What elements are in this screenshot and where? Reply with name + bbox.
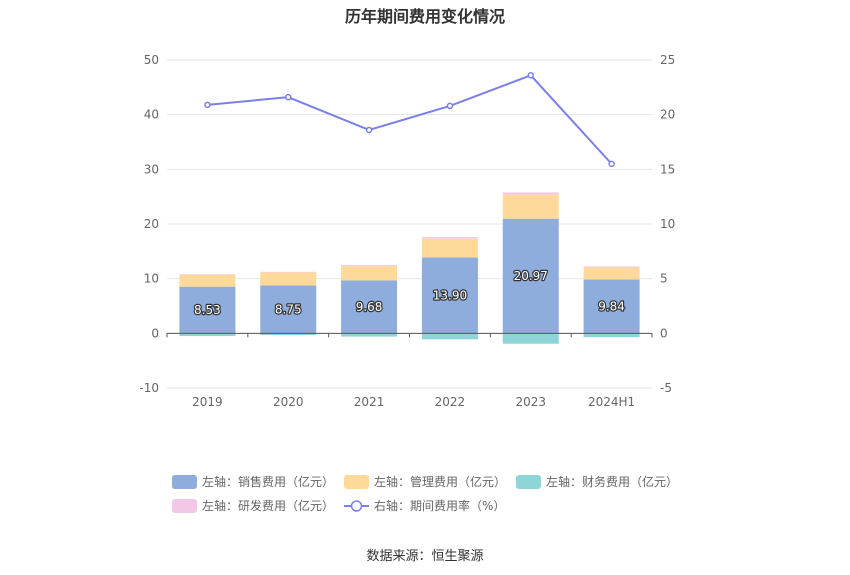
bar-series <box>179 192 640 344</box>
bar-data-label: 20.97 <box>514 269 548 283</box>
right-axis-tick-label: 25 <box>660 53 675 67</box>
bar-segment <box>179 274 236 287</box>
bar-segment <box>260 333 317 335</box>
right-axis-tick-label: -5 <box>660 381 672 395</box>
bar-segment <box>421 333 478 340</box>
legend-label: 左轴：销售费用（亿元） <box>202 474 334 489</box>
legend-label: 左轴：管理费用（亿元） <box>374 474 506 489</box>
chart-title: 历年期间费用变化情况 <box>344 7 505 26</box>
bar-segment <box>179 274 236 275</box>
bar-data-label: 8.53 <box>194 303 221 317</box>
bar-segment <box>502 194 559 219</box>
bar-segment <box>583 267 640 280</box>
bar-segment <box>179 286 236 334</box>
legend-label: 右轴：期间费用率（%） <box>374 498 505 513</box>
bar-segment <box>341 333 398 337</box>
bar-segment <box>260 272 317 286</box>
grid-lines <box>167 59 652 389</box>
legend-label: 左轴：财务费用（亿元） <box>546 474 678 489</box>
expense-rate-point <box>365 126 373 134</box>
right-axis-tick-label: 5 <box>660 272 668 286</box>
bar-segment <box>421 238 478 258</box>
expense-rate-point <box>527 72 534 79</box>
x-axis-tick-label: 2022 <box>435 395 466 409</box>
legend-swatch <box>344 475 369 489</box>
left-axis-ticks: -10 0 10 20 30 40 50 <box>139 53 159 395</box>
left-axis-tick-label: 30 <box>144 162 159 176</box>
expense-rate-point <box>446 102 454 110</box>
x-axis-tick-label: 2024H1 <box>588 395 635 409</box>
bar-data-label: 9.84 <box>598 299 625 313</box>
right-axis-tick-label: 20 <box>660 108 675 122</box>
bar-data-labels: 8.53 8.75 9.68 13.90 20.97 9.84 <box>193 268 626 318</box>
bar-segment <box>502 333 559 344</box>
bar-segment <box>583 333 640 338</box>
legend-item[interactable]: 左轴：销售费用（亿元） <box>172 474 334 489</box>
left-axis-tick-label: 40 <box>144 108 159 122</box>
bar-segment <box>421 237 478 239</box>
x-axis-tick-label: 2023 <box>515 395 546 409</box>
bar-segment <box>341 265 398 267</box>
expense-rate-line <box>204 72 615 168</box>
bar-segment <box>260 271 317 273</box>
expense-rate-point <box>204 101 211 109</box>
bar-segment <box>583 279 640 334</box>
left-axis-tick-label: -10 <box>139 381 159 395</box>
left-axis-tick-label: 10 <box>144 272 159 286</box>
right-axis-tick-label: 15 <box>660 162 675 176</box>
bar-segment <box>341 266 398 281</box>
bar-segment <box>260 285 317 334</box>
legend-item[interactable]: 左轴：财务费用（亿元） <box>516 474 678 489</box>
legend-label: 左轴：研发费用（亿元） <box>202 498 334 513</box>
bar-data-label: 8.75 <box>275 302 302 316</box>
left-axis-tick-label: 20 <box>144 217 159 231</box>
expense-rate-point <box>608 160 615 168</box>
bar-segment <box>502 192 559 195</box>
bar-data-label: 13.90 <box>433 288 467 302</box>
x-axis-ticks: 2019 2020 2021 2022 2023 2024H1 <box>166 333 653 409</box>
legend-item[interactable]: 左轴：研发费用（亿元） <box>172 498 334 513</box>
bar-segment <box>421 257 478 334</box>
bar-data-label: 9.68 <box>356 300 383 314</box>
legend-swatch <box>172 499 197 513</box>
bar-segment <box>502 218 559 334</box>
bar-segment <box>583 266 640 268</box>
expense-rate-polyline <box>207 74 613 165</box>
left-axis-tick-label: 0 <box>151 326 159 340</box>
left-axis-tick-label: 50 <box>144 53 159 67</box>
right-axis-ticks: -5 0 5 10 15 20 25 <box>660 53 675 395</box>
legend-swatch <box>516 475 541 489</box>
right-axis-tick-label: 0 <box>660 326 668 340</box>
bar-segment <box>341 280 398 334</box>
x-axis-tick-label: 2019 <box>192 395 223 409</box>
legend-swatch <box>172 475 197 489</box>
legend-item[interactable]: 右轴：期间费用率（%） <box>344 498 505 513</box>
x-axis-tick-label: 2021 <box>354 395 385 409</box>
bar-segment <box>179 333 236 337</box>
chart-legend: 左轴：销售费用（亿元） 左轴：管理费用（亿元） 左轴：财务费用（亿元） 左轴：研发费用… <box>172 474 678 513</box>
data-source: 数据来源：恒生聚源 <box>366 549 484 564</box>
x-axis-tick-label: 2020 <box>273 395 304 409</box>
legend-line-marker <box>350 500 363 512</box>
right-axis-tick-label: 10 <box>660 217 675 231</box>
legend-item[interactable]: 左轴：管理费用（亿元） <box>344 474 506 489</box>
chart-canvas: -10 0 10 20 30 40 50 -5 0 5 10 15 20 25 8.53 8.75 9.68… <box>139 53 678 513</box>
expense-rate-point <box>285 93 292 101</box>
